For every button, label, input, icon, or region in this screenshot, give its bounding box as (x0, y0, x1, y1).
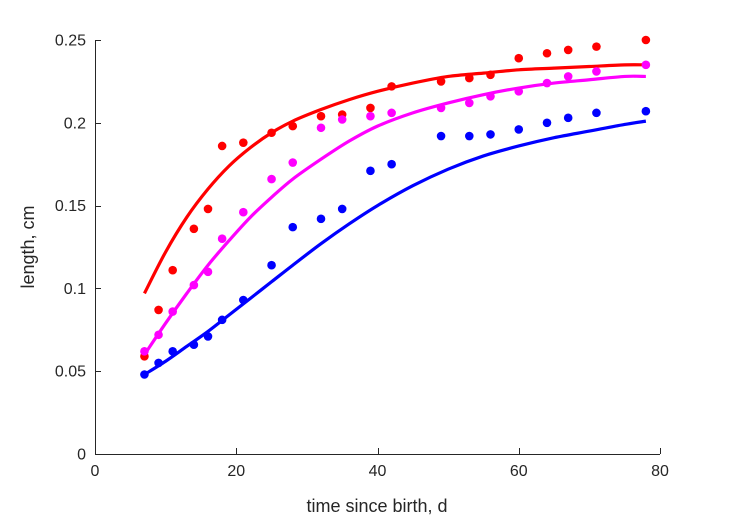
x-axis-title: time since birth, d (306, 496, 447, 516)
data-point-series-1 (465, 98, 474, 108)
data-point-series-1 (563, 72, 573, 81)
y-tick-label: 0.05 (55, 364, 86, 381)
data-point-series-1 (203, 267, 213, 277)
data-point-series-1 (387, 108, 396, 118)
fit-curve-series-1 (143, 74, 646, 356)
data-point-series-1 (542, 78, 552, 88)
data-point-series-1 (316, 123, 326, 133)
axes (95, 40, 660, 455)
data-point-series-1 (267, 174, 276, 184)
data-point-series-1 (168, 307, 177, 316)
data-point-series-2 (387, 159, 396, 169)
data-point-series-1 (217, 234, 227, 244)
data-point-series-1 (288, 158, 298, 167)
y-ticks: 0 0.05 0.1 0.15 0.2 0.25 (55, 33, 101, 464)
x-tick-label: 80 (651, 463, 669, 480)
data-points (140, 35, 651, 379)
y-tick-label: 0.1 (64, 281, 86, 298)
fit-curve-series-2 (143, 119, 647, 376)
data-point-series-0 (168, 265, 177, 275)
data-point-series-1 (140, 347, 149, 356)
data-point-series-0 (203, 204, 213, 214)
data-point-series-0 (436, 77, 446, 86)
data-point-series-2 (514, 125, 524, 134)
data-point-series-0 (387, 82, 396, 91)
data-point-series-2 (465, 131, 474, 141)
data-point-series-0 (267, 128, 276, 138)
data-point-series-1 (366, 111, 375, 121)
y-tick-label: 0.25 (55, 33, 86, 50)
fit-curve-series-0 (143, 63, 646, 295)
data-point-series-0 (217, 141, 227, 151)
data-point-series-0 (542, 48, 552, 58)
data-point-series-1 (641, 60, 651, 70)
fit-curves (143, 63, 647, 376)
data-point-series-2 (239, 295, 248, 305)
data-point-series-0 (486, 70, 495, 80)
x-tick-label: 60 (510, 463, 528, 480)
data-point-series-2 (486, 130, 495, 139)
data-point-series-0 (366, 103, 375, 113)
data-point-series-2 (267, 260, 276, 270)
data-point-series-0 (592, 42, 601, 51)
data-point-series-0 (189, 224, 199, 234)
data-point-series-0 (288, 121, 298, 131)
data-point-series-2 (140, 370, 149, 379)
data-point-series-2 (168, 347, 177, 356)
x-tick-label: 40 (369, 463, 387, 480)
data-point-series-2 (288, 222, 298, 232)
data-point-series-0 (154, 305, 163, 315)
data-point-series-2 (563, 113, 573, 123)
x-ticks: 0 20 40 60 80 (91, 448, 669, 480)
x-tick-label: 0 (91, 463, 100, 480)
data-point-series-0 (641, 35, 651, 45)
data-point-series-0 (239, 138, 248, 147)
data-point-series-2 (592, 108, 601, 118)
data-point-series-1 (514, 87, 524, 96)
data-point-series-2 (189, 340, 199, 350)
data-point-series-1 (592, 67, 601, 76)
data-point-series-2 (436, 131, 446, 141)
data-point-series-2 (641, 106, 651, 116)
data-point-series-1 (154, 330, 163, 340)
data-point-series-1 (239, 207, 248, 217)
data-point-series-2 (542, 118, 552, 128)
data-point-series-1 (486, 92, 495, 101)
data-point-series-2 (154, 358, 163, 368)
data-point-series-2 (217, 315, 227, 325)
data-point-series-2 (316, 214, 326, 224)
data-point-series-2 (203, 332, 213, 341)
data-point-series-2 (366, 166, 375, 176)
data-point-series-0 (563, 45, 573, 55)
data-point-series-0 (316, 111, 326, 121)
y-tick-label: 0 (77, 447, 86, 464)
y-tick-label: 0.15 (55, 198, 86, 215)
data-point-series-2 (337, 204, 347, 214)
data-point-series-0 (465, 73, 474, 83)
data-point-series-1 (337, 115, 347, 124)
data-point-series-1 (436, 103, 446, 113)
x-tick-label: 20 (227, 463, 245, 480)
data-point-series-0 (514, 53, 524, 63)
data-point-series-1 (189, 280, 199, 290)
y-tick-label: 0.2 (64, 115, 86, 132)
y-axis-title: length, cm (18, 205, 38, 288)
